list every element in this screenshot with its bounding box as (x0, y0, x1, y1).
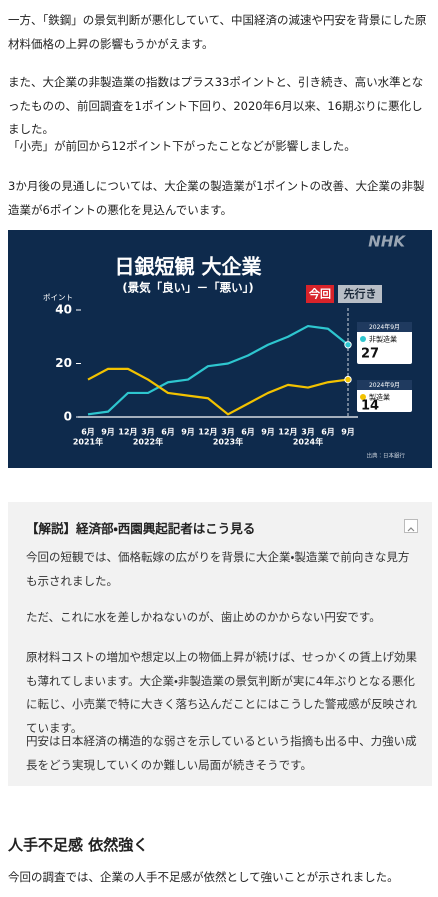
x-tick-label: 9月 (261, 428, 275, 437)
x-tick-label: 6月 (81, 428, 95, 437)
x-tick-label: 9月 (101, 428, 115, 437)
section-heading: 人手不足感 依然強く (8, 836, 149, 854)
caret-icon (407, 527, 415, 532)
x-tick-label: 12月 (118, 428, 137, 437)
callout-swatch (360, 336, 366, 342)
commentary-paragraph: ただ、これに水を差しかねないのが、歯止めのかからない円安です。 (26, 610, 381, 624)
logo: NHK (368, 233, 406, 251)
series-line (87, 324, 349, 416)
y-tick-label: 0 (64, 410, 72, 424)
end-marker (344, 341, 352, 349)
chart: NHK 日銀短観 大企業 (景気「良い」－「悪い」) ポイント 出典：日本銀行 … (8, 230, 432, 468)
callout-value: 27 (361, 347, 379, 362)
callout-name: 製造業 (369, 393, 390, 402)
x-tick-label: 6月 (321, 428, 335, 437)
y-tick-label: 20 (55, 356, 72, 370)
callout-date-bg (357, 322, 412, 332)
forecast-badge (338, 285, 382, 303)
x-tick-label: 6月 (161, 428, 175, 437)
year-label: 2022年 (133, 437, 163, 447)
y-tick-label: 40 (55, 303, 72, 317)
y-axis-label: ポイント (43, 293, 73, 302)
chart-title: 日銀短観 大企業 (115, 255, 263, 279)
year-label: 2021年 (73, 437, 103, 447)
collapse-button[interactable] (404, 519, 418, 533)
commentary-paragraph: 原材料コストの増加や想定以上の物価上昇が続けば、せっかくの賃上げ効果も薄れてしま… (26, 650, 417, 735)
year-label: 2023年 (213, 437, 243, 447)
callout-date: 2024年9月 (369, 381, 400, 389)
forecast-label: 先行き (344, 287, 377, 301)
source: 出典：日本銀行 (366, 452, 405, 460)
current-label: 今回 (309, 287, 331, 301)
x-tick-label: 3月 (141, 428, 155, 437)
x-tick-label: 6月 (241, 428, 255, 437)
series-line (87, 367, 349, 416)
x-tick-label: 12月 (198, 428, 217, 437)
chart-subtitle: (景気「良い」－「悪い」) (122, 281, 253, 295)
end-marker (344, 375, 352, 384)
callout-value: 14 (361, 399, 379, 414)
paragraph: 3か月後の見通しについては、大企業の製造業が1ポイントの改善、大企業の非製造業が… (8, 179, 425, 217)
paragraph: 一方、「鉄鋼」の景気判断が悪化していて、中国経済の減速や円安を背景にした原材料価… (8, 13, 427, 51)
paragraph: また、大企業の非製造業の指数はプラス33ポイントと、引き続き、高い水準となったも… (8, 75, 424, 136)
callout-name: 非製造業 (369, 335, 397, 344)
x-tick-label: 9月 (181, 428, 195, 437)
callout-swatch (360, 394, 366, 400)
year-label: 2024年 (293, 437, 323, 447)
commentary-paragraph: 今回の短観では、価格転嫁の広がりを背景に大企業・製造業で前向きな見方も示されまし… (26, 550, 410, 588)
x-tick-label: 3月 (301, 428, 315, 437)
callout-date-bg (357, 380, 412, 390)
x-tick-label: 12月 (278, 428, 297, 437)
paragraph: 今回の調査では、企業の人手不足感が依然として強いことが示されました。 (8, 870, 399, 884)
commentary: 【解説】経済部・西園興起記者はこう見る 今回の短観では、価格転嫁の広がりを背景に… (8, 502, 432, 786)
x-tick-label: 3月 (221, 428, 235, 437)
commentary-paragraph: 円安は日本経済の構造的な弱さを示しているという指摘も出る中、力強い成長をどう実現… (26, 734, 417, 772)
commentary-heading: 【解説】経済部・西園興起記者はこう見る (26, 521, 256, 536)
callout-date: 2024年9月 (369, 323, 400, 331)
caret (407, 527, 415, 532)
current-badge (306, 285, 334, 303)
paragraph: 「小売」が前回から12ポイント下がったことなどが影響しました。 (8, 139, 356, 153)
x-tick-label: 9月 (341, 428, 355, 437)
callout-box (357, 322, 412, 364)
